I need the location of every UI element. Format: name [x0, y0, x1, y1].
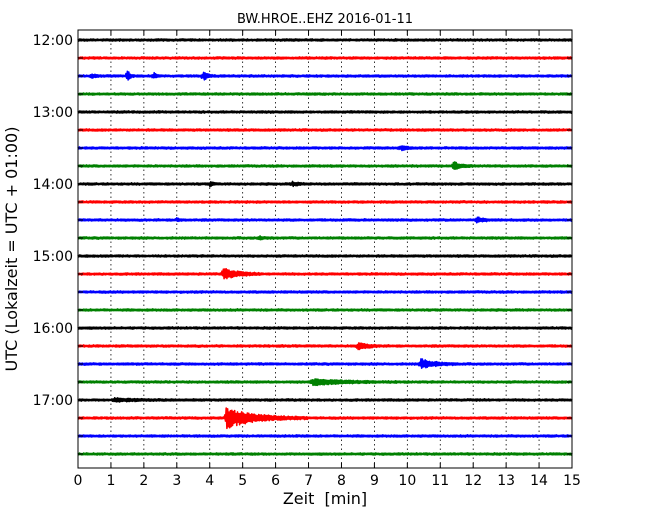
trace-1245 — [77, 92, 573, 96]
y-tick-label: 17:00 — [33, 393, 73, 409]
trace-1215 — [77, 56, 573, 60]
plot-frame — [77, 29, 573, 469]
trace-1600 — [77, 326, 573, 330]
trace-1345 — [77, 161, 573, 171]
y-axis-label: UTC (Lokalzeit = UTC + 01:00) — [2, 127, 21, 372]
x-tick-label: 4 — [205, 473, 214, 489]
y-tick-label: 15:00 — [33, 249, 73, 265]
trace-1330 — [77, 145, 573, 152]
x-tick-label: 15 — [563, 473, 581, 489]
trace-1430 — [77, 216, 573, 224]
chart-title: BW.HROE..EHZ 2016-01-11 — [237, 12, 413, 27]
trace-1545 — [77, 308, 573, 312]
x-tick-label: 3 — [172, 473, 181, 489]
trace-1445 — [77, 235, 573, 241]
grid-lines — [110, 30, 540, 468]
trace-1315 — [77, 128, 573, 132]
x-tick-label: 13 — [497, 473, 515, 489]
trace-1745 — [77, 452, 573, 456]
x-tick-label: 14 — [530, 473, 548, 489]
trace-1530 — [77, 290, 573, 294]
seismic-traces — [77, 38, 573, 456]
trace-1630 — [77, 358, 573, 370]
x-tick-label: 7 — [304, 473, 313, 489]
trace-1700 — [77, 396, 573, 403]
trace-1645 — [77, 378, 573, 387]
x-tick-label: 1 — [106, 473, 115, 489]
x-tick-label: 8 — [337, 473, 346, 489]
y-tick-label: 14:00 — [33, 177, 73, 193]
trace-1515 — [77, 267, 573, 280]
x-axis-label: Zeit [min] — [283, 489, 367, 508]
trace-1615 — [77, 342, 573, 351]
y-tick-label: 12:00 — [33, 33, 73, 49]
y-tick-label: 13:00 — [33, 105, 73, 121]
x-tick-label: 6 — [271, 473, 280, 489]
trace-1300 — [77, 110, 573, 114]
x-tick-label: 5 — [238, 473, 247, 489]
x-tick-label: 0 — [74, 473, 83, 489]
plot-area — [77, 29, 573, 469]
trace-1500 — [77, 254, 573, 258]
y-tick-label: 16:00 — [33, 321, 73, 337]
trace-1715 — [77, 407, 573, 430]
y-axis: 12:00 13:00 14:00 15:00 16:00 17:00 — [33, 33, 572, 455]
x-tick-label: 2 — [139, 473, 148, 489]
trace-1415 — [77, 200, 573, 204]
trace-1200 — [77, 38, 573, 42]
x-axis: 0 1 2 3 4 5 6 7 8 9 10 11 12 13 14 15 — [74, 30, 581, 489]
plot-background — [78, 30, 572, 468]
trace-1400 — [77, 180, 573, 188]
x-tick-label: 9 — [370, 473, 379, 489]
x-tick-label: 10 — [398, 473, 416, 489]
x-tick-label: 12 — [464, 473, 482, 489]
trace-1230 — [77, 70, 573, 81]
trace-1730 — [77, 434, 573, 438]
x-tick-label: 11 — [431, 473, 449, 489]
